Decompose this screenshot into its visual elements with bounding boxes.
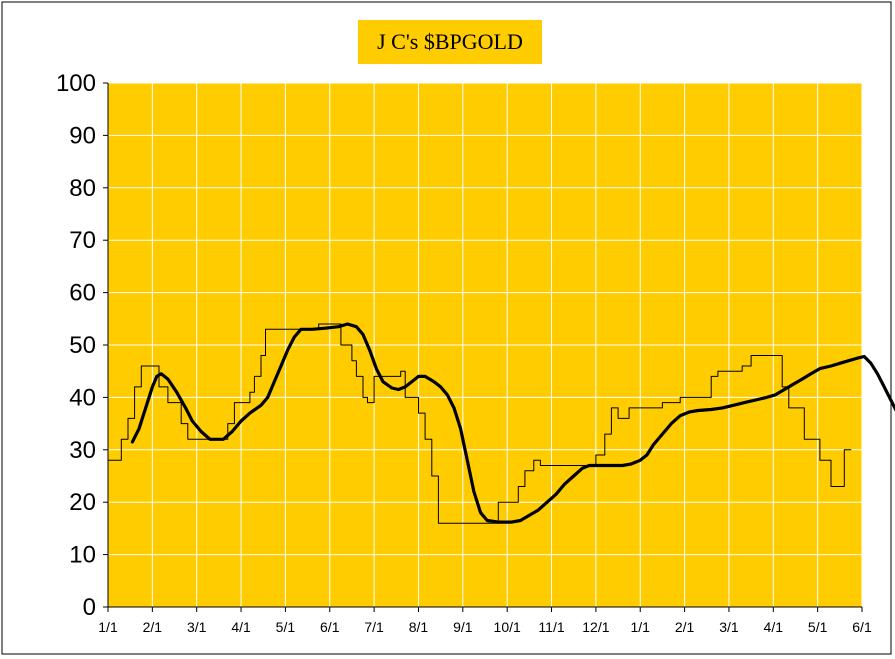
y-tick-label: 70 <box>69 227 96 254</box>
x-tick-label: 7/1 <box>364 619 384 635</box>
x-tick-label: 5/1 <box>808 619 828 635</box>
x-tick-label: 2/1 <box>675 619 695 635</box>
y-tick-label: 50 <box>69 332 96 359</box>
x-tick-label: 11/1 <box>538 619 564 635</box>
x-tick-label: 5/1 <box>276 619 296 635</box>
y-tick-label: 100 <box>56 70 96 97</box>
y-tick-label: 0 <box>83 594 96 621</box>
x-tick-label: 8/1 <box>409 619 429 635</box>
x-tick-label: 6/1 <box>320 619 340 635</box>
x-tick-label: 3/1 <box>719 619 739 635</box>
y-tick-label: 80 <box>69 175 96 202</box>
x-tick-label: 9/1 <box>453 619 473 635</box>
x-tick-label: 2/1 <box>143 619 163 635</box>
x-tick-label: 3/1 <box>187 619 207 635</box>
x-tick-label: 10/1 <box>494 619 521 635</box>
y-tick-label: 60 <box>69 280 96 307</box>
plot-area: 0 10 20 30 40 50 60 70 80 90 100 1/1 2/1 3/1 4/1 5/1 6/1… <box>56 70 895 635</box>
x-tick-label: 6/1 <box>852 619 872 635</box>
x-tick-label: 12/1 <box>582 619 609 635</box>
chart-title: J C's $BPGOLD <box>377 29 523 54</box>
title-background <box>358 20 542 64</box>
y-tick-label: 40 <box>69 384 96 411</box>
y-tick-label: 20 <box>69 489 96 516</box>
y-tick-label: 30 <box>69 437 96 464</box>
x-tick-label: 4/1 <box>231 619 251 635</box>
smoothed-series-line <box>130 322 895 524</box>
x-tick-label: 1/1 <box>631 619 651 635</box>
x-tick-label: 1/1 <box>98 619 118 635</box>
x-tick-label: 4/1 <box>764 619 784 635</box>
y-tick-label: 10 <box>69 542 96 569</box>
y-tick-label: 90 <box>69 122 96 149</box>
